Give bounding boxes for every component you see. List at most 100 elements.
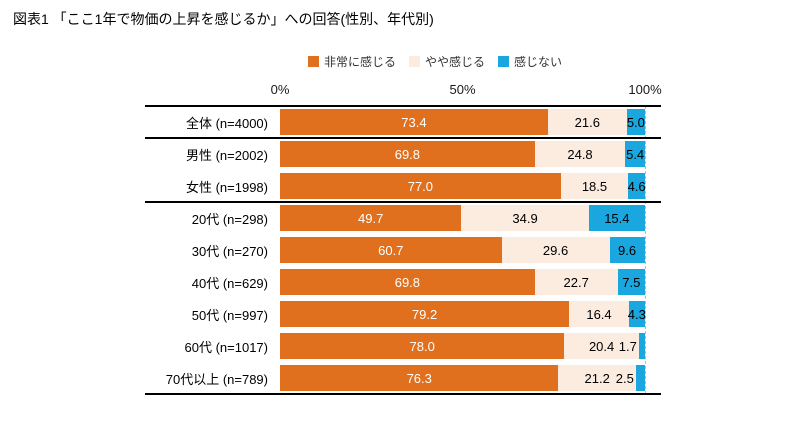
bar-segment-not-feel: 1.7 [619, 333, 646, 359]
figure-title: 図表1 「ここ1年で物価の上昇を感じるか」への回答(性別、年代別) [13, 11, 434, 27]
bar-segment-somewhat-feel: 21.2 [558, 365, 636, 391]
row-label: 40代 (n=629) [191, 275, 268, 291]
value-label: 69.8 [394, 146, 421, 162]
value-label: 73.4 [401, 114, 427, 130]
bar-segment-not-feel: 15.4 [588, 205, 645, 231]
chart-row: 男性 (n=2002) 69.8 24.8 5.4 [145, 138, 661, 170]
stacked-bar: 78.0 20.4 1.7 [280, 333, 646, 359]
chart-row: 50代 (n=997) 79.2 16.4 4.3 [145, 298, 661, 330]
value-label: 21.2 [584, 370, 610, 386]
value-label: 18.5 [581, 178, 608, 194]
stacked-bar: 79.2 16.4 4.3 [280, 301, 646, 327]
stacked-bar: 60.7 29.6 9.6 [280, 237, 645, 263]
bar-segment-strongly-feel: 77.0 [280, 173, 561, 199]
stacked-bar: 49.7 34.9 15.4 [280, 205, 645, 231]
bar-segment-strongly-feel: 78.0 [280, 333, 565, 359]
stacked-bar: 69.8 24.8 5.4 [280, 141, 645, 167]
axis-tick: 100% [628, 82, 662, 97]
group-separator [145, 137, 661, 139]
value-label: 7.5 [622, 274, 641, 290]
chart-row: 30代 (n=270) 60.7 29.6 9.6 [145, 234, 661, 266]
bar-segment-not-feel: 4.6 [627, 173, 646, 199]
value-label: 69.8 [394, 274, 421, 290]
bar-segment-somewhat-feel: 21.6 [547, 109, 627, 135]
value-label: 60.7 [378, 242, 404, 258]
stacked-bar: 69.8 22.7 7.5 [280, 269, 645, 295]
legend: 非常に感じる やや感じる 感じない [60, 53, 810, 70]
value-label: 21.6 [574, 114, 600, 130]
bar-segment-somewhat-feel: 16.4 [569, 301, 629, 327]
value-label: 16.4 [586, 306, 612, 322]
x-axis: 0% 50% 100% [271, 82, 662, 100]
row-label: 女性 (n=1998) [185, 179, 268, 195]
value-label: 34.9 [512, 210, 538, 226]
axis-tick: 50% [449, 82, 476, 97]
chart-rows: 全体 (n=4000) 73.4 21.6 5.0 男性 (n=2002) 69.8 24.… [145, 106, 661, 394]
row-label: 全体 (n=4000) [185, 115, 268, 131]
bar-segment-strongly-feel: 73.4 [280, 109, 548, 135]
value-label: 5.0 [626, 114, 645, 130]
stacked-bar: 73.4 21.6 5.0 [280, 109, 645, 135]
value-label: 22.7 [563, 274, 589, 290]
bar-segment-strongly-feel: 76.3 [280, 365, 559, 391]
chart-row: 60代 (n=1017) 78.0 20.4 1.7 [145, 330, 661, 362]
legend-label: やや感じる [424, 55, 485, 69]
value-label: 76.3 [406, 370, 432, 386]
value-label: 20.4 [588, 338, 615, 354]
value-label: 79.2 [411, 306, 438, 322]
chart-row: 40代 (n=629) 69.8 22.7 7.5 [145, 266, 661, 298]
value-label: 5.4 [626, 146, 645, 162]
chart-row: 全体 (n=4000) 73.4 21.6 5.0 [145, 106, 661, 138]
legend-item: 非常に感じる [307, 53, 396, 70]
legend-swatch [307, 56, 319, 67]
legend-swatch [408, 56, 420, 67]
chart: 全体 (n=4000) 73.4 21.6 5.0 男性 (n=2002) 69.8 24.… [145, 105, 661, 396]
legend-label: 非常に感じる [323, 55, 396, 69]
value-label: 77.0 [407, 178, 434, 194]
value-label: 78.0 [409, 338, 435, 354]
bar-segment-somewhat-feel: 34.9 [461, 205, 589, 231]
bar-segment-strongly-feel: 79.2 [280, 301, 570, 327]
value-label: 1.7 [618, 338, 637, 354]
stacked-bar: 77.0 18.5 4.6 [280, 173, 646, 199]
legend-item: やや感じる [408, 53, 485, 70]
bar-segment-somewhat-feel: 22.7 [534, 269, 618, 295]
row-label: 男性 (n=2002) [185, 147, 268, 163]
axis-tick: 0% [270, 82, 290, 97]
bar-segment-not-feel: 9.6 [609, 237, 645, 263]
row-label: 30代 (n=270) [191, 243, 268, 259]
group-separator [145, 201, 661, 203]
value-label: 4.3 [627, 306, 646, 322]
bar-segment-not-feel: 5.0 [626, 109, 645, 135]
bar-segment-strongly-feel: 69.8 [280, 269, 535, 295]
stacked-bar: 76.3 21.2 2.5 [280, 365, 645, 391]
bar-segment-somewhat-feel: 18.5 [560, 173, 629, 199]
value-label: 9.6 [618, 242, 637, 258]
bar-segment-somewhat-feel: 24.8 [534, 141, 626, 167]
legend-item: 感じない [498, 53, 562, 70]
legend-label: 感じない [514, 55, 563, 69]
row-label: 60代 (n=1017) [184, 339, 268, 355]
chart-row: 女性 (n=1998) 77.0 18.5 4.6 [145, 170, 661, 202]
bar-segment-not-feel: 2.5 [616, 365, 645, 391]
row-label: 20代 (n=298) [191, 211, 268, 227]
axis-100-percent-line [645, 106, 646, 394]
value-label: 29.6 [542, 242, 569, 258]
bar-segment-strongly-feel: 69.8 [280, 141, 535, 167]
bar-segment-not-feel: 7.5 [617, 269, 645, 295]
bar-segment-strongly-feel: 49.7 [280, 205, 462, 231]
group-separator [145, 105, 661, 107]
value-label: 24.8 [567, 146, 593, 162]
row-label: 70代以上 (n=789) [165, 371, 268, 387]
value-label: 4.6 [627, 178, 646, 194]
bar-segment-not-feel: 4.3 [627, 301, 646, 327]
row-label: 50代 (n=997) [191, 307, 268, 323]
legend-swatch [498, 56, 509, 67]
bar-segment-somewhat-feel: 29.6 [501, 237, 610, 263]
value-label: 49.7 [358, 210, 384, 226]
bar-segment-somewhat-feel: 20.4 [564, 333, 639, 359]
value-label: 2.5 [615, 370, 634, 386]
bar-segment-strongly-feel: 60.7 [280, 237, 502, 263]
chart-row: 20代 (n=298) 49.7 34.9 15.4 [145, 202, 661, 234]
